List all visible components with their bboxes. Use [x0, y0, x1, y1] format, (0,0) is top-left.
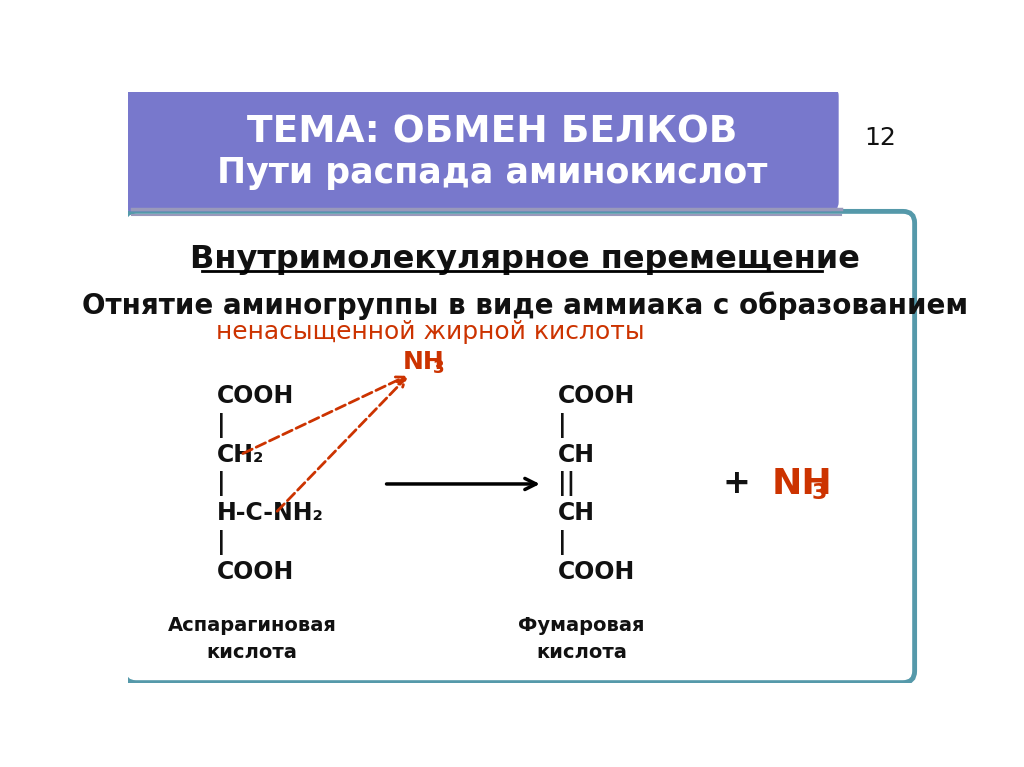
- Text: COOH: COOH: [217, 384, 294, 408]
- Text: Отнятие аминогруппы в виде аммиака с образованием: Отнятие аминогруппы в виде аммиака с обр…: [82, 291, 968, 321]
- Text: COOH: COOH: [217, 560, 294, 584]
- Text: кислота: кислота: [536, 644, 627, 663]
- Text: |: |: [217, 472, 225, 496]
- Text: CH: CH: [558, 443, 595, 466]
- Text: +: +: [723, 467, 751, 501]
- Text: 3: 3: [432, 359, 444, 377]
- Text: Аспарагиновая: Аспарагиновая: [168, 617, 337, 635]
- FancyBboxPatch shape: [124, 212, 914, 683]
- Text: COOH: COOH: [558, 384, 635, 408]
- FancyBboxPatch shape: [123, 87, 839, 212]
- Text: Пути распада аминокислот: Пути распада аминокислот: [217, 156, 767, 190]
- Text: |: |: [558, 530, 566, 555]
- Text: кислота: кислота: [207, 644, 297, 663]
- Text: |: |: [558, 413, 566, 438]
- Text: |: |: [217, 413, 225, 438]
- Text: Внутримолекулярное перемещение: Внутримолекулярное перемещение: [189, 245, 860, 275]
- Text: H-C-NH₂: H-C-NH₂: [217, 501, 324, 525]
- Text: 3: 3: [812, 483, 827, 503]
- Text: COOH: COOH: [558, 560, 635, 584]
- Text: Фумаровая: Фумаровая: [518, 617, 645, 635]
- Text: NH: NH: [403, 350, 444, 374]
- Text: CH: CH: [558, 501, 595, 525]
- Text: CH₂: CH₂: [217, 443, 264, 466]
- Text: |: |: [217, 530, 225, 555]
- Text: ||: ||: [558, 472, 575, 496]
- Text: ненасыщенной жирной кислоты: ненасыщенной жирной кислоты: [216, 321, 644, 344]
- Text: 12: 12: [864, 127, 896, 150]
- Text: NH: NH: [771, 467, 831, 501]
- Text: ТЕМА: ОБМЕН БЕЛКОВ: ТЕМА: ОБМЕН БЕЛКОВ: [247, 114, 737, 150]
